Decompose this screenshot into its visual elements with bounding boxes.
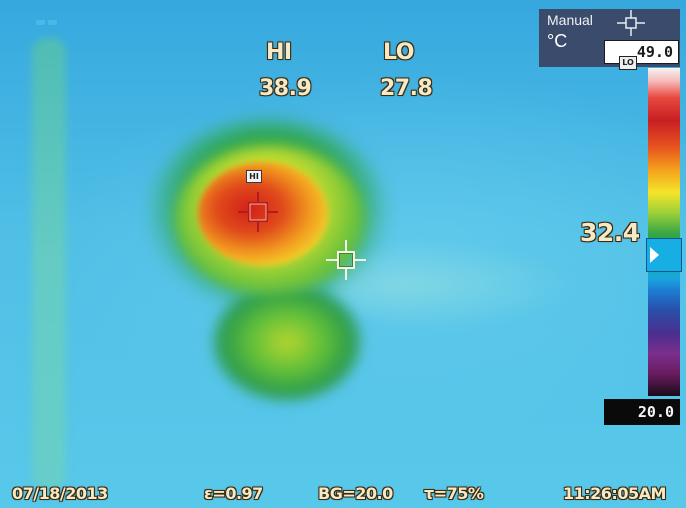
marker-arrow-icon (650, 247, 659, 263)
center-crosshair-icon[interactable] (324, 238, 368, 282)
hi-marker-tag: HI (246, 170, 262, 183)
lo-tag: LO (619, 56, 637, 70)
center-temperature: 32.4 (580, 218, 640, 247)
lo-value: 27.8 (380, 76, 432, 101)
footer-emissivity: ε=0.97 (204, 484, 263, 503)
hi-value: 38.9 (259, 76, 311, 101)
footer-date: 07/18/2013 (12, 484, 108, 503)
thermal-object-left (32, 38, 66, 488)
footer-time: 11:26:05AM (563, 484, 666, 503)
scale-min-value[interactable]: 20.0 (604, 399, 680, 425)
unit-label: °C (547, 31, 567, 52)
battery-indicator-icon (36, 18, 76, 28)
footer-background-temp: BG=20.0 (318, 484, 393, 503)
range-mode-label: Manual (547, 12, 593, 28)
hi-label: HI (266, 40, 292, 65)
footer-transmission: τ=75% (424, 484, 483, 503)
color-palette-bar (648, 68, 680, 396)
scale-max-value[interactable]: 49.0 (604, 40, 679, 64)
thermal-neck (212, 282, 362, 402)
hi-crosshair-icon[interactable] (236, 190, 280, 234)
lo-label: LO (383, 40, 414, 65)
crosshair-icon (616, 9, 646, 39)
